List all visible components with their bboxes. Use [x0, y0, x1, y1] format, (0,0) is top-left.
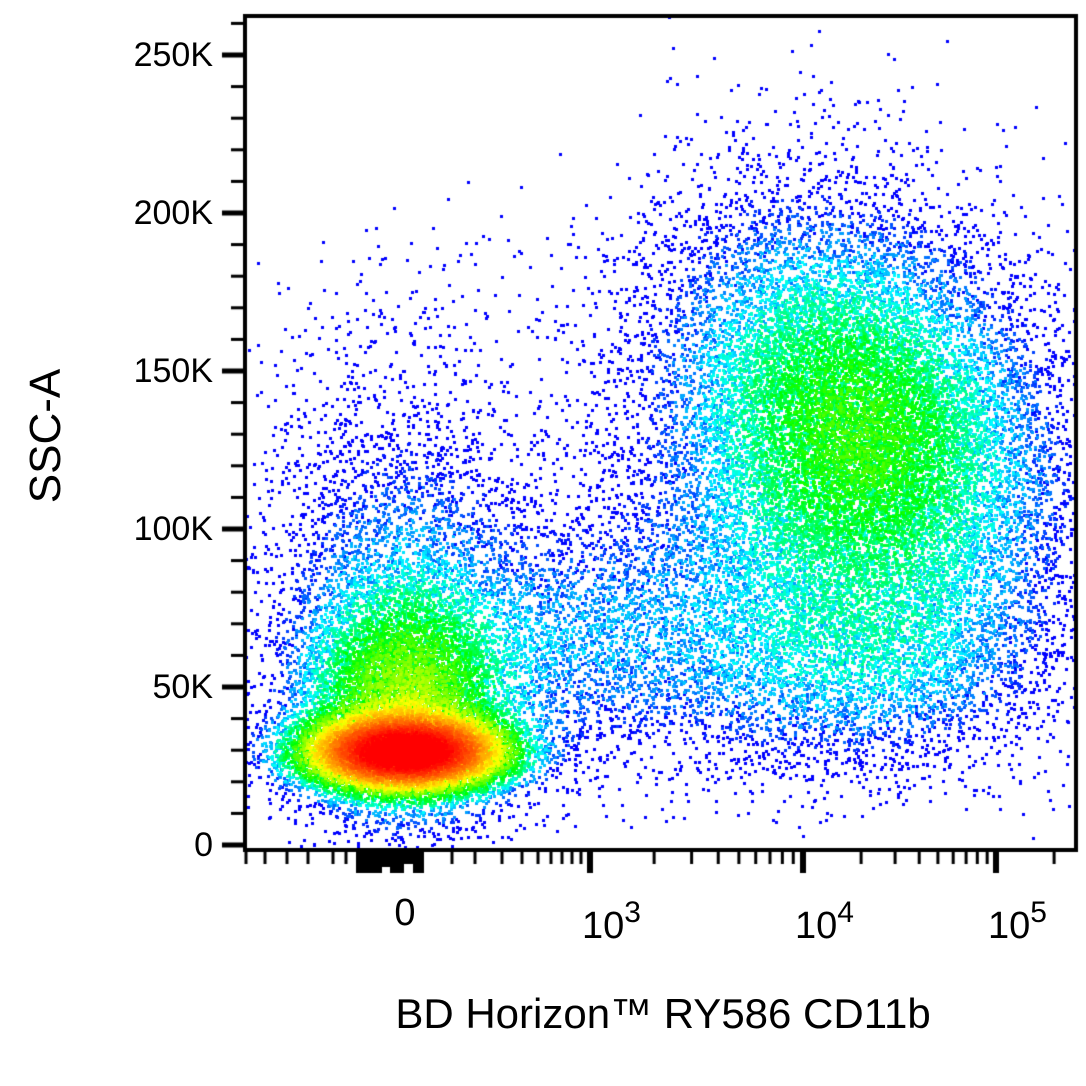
flow-cytometry-figure: BD Horizon™ RY586 CD11b SSC-A 250K 200K 15…: [0, 0, 1086, 1086]
density-scatter-canvas: [0, 0, 1086, 1086]
